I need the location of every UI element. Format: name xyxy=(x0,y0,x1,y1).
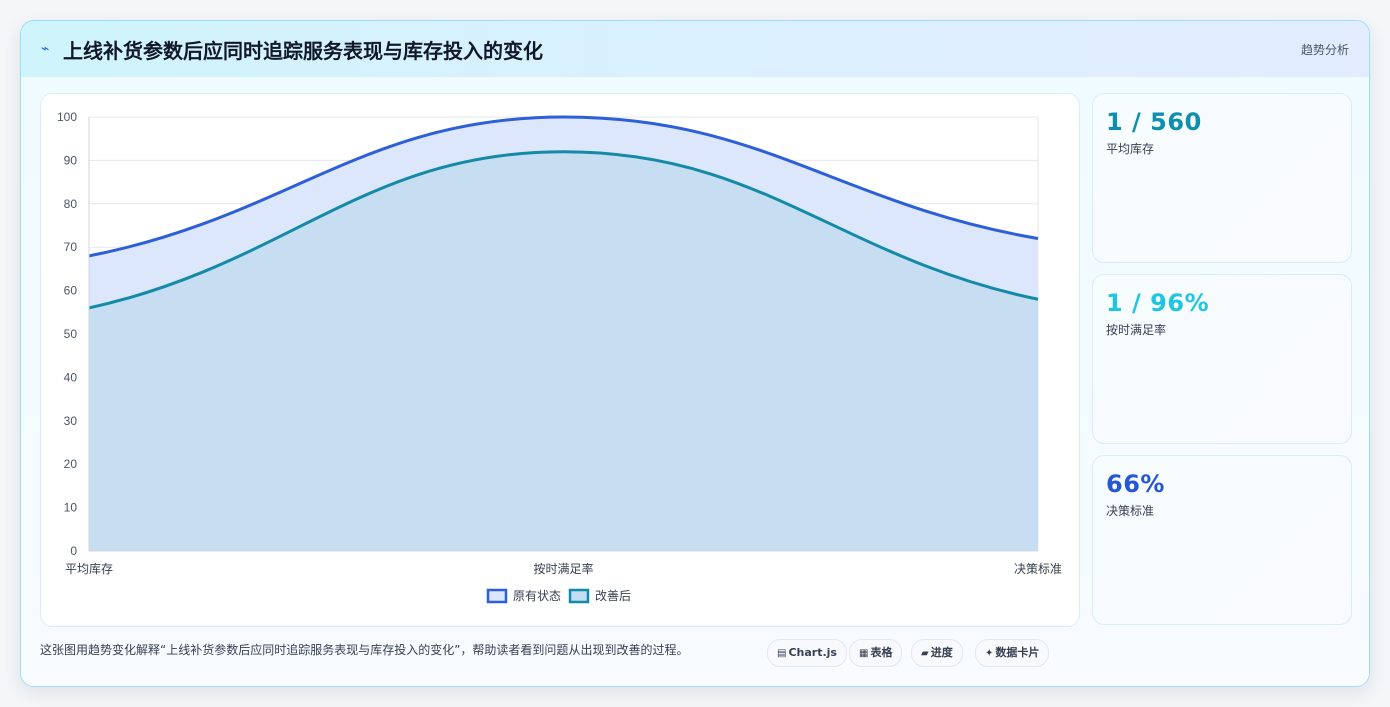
chip-label: 进度 xyxy=(930,646,953,659)
kpi-label: 按时满足率 xyxy=(1106,323,1167,337)
kpi-value: 66% xyxy=(1106,470,1165,498)
page-title: 上线补货参数后应同时追踪服务表现与库存投入的变化 xyxy=(63,39,543,63)
chip-data-card[interactable]: ✦ 数据卡片 xyxy=(975,639,1050,667)
progress-icon: ▰ xyxy=(921,648,929,659)
y-tick-label: 40 xyxy=(64,370,78,384)
chip-progress[interactable]: ▰ 进度 xyxy=(911,639,963,667)
header-tag: 趋势分析 xyxy=(1300,43,1349,57)
kpi-card-inventory: 1 / 560 平均库存 xyxy=(1092,93,1352,263)
chip-label: Chart.js xyxy=(788,646,837,659)
x-tick-label: 按时满足率 xyxy=(533,561,593,576)
kpi-label: 平均库存 xyxy=(1106,142,1155,156)
card-header: ⌁ 上线补货参数后应同时追踪服务表现与库存投入的变化 趋势分析 xyxy=(21,21,1369,77)
legend-label: 原有状态 xyxy=(513,589,561,603)
legend-swatch xyxy=(486,588,508,604)
chip-label: 数据卡片 xyxy=(995,646,1040,659)
x-tick-label: 决策标准 xyxy=(1014,562,1062,576)
chart-caption: 这张图用趋势变化解释“上线补货参数后应同时追踪服务表现与库存投入的变化”，帮助读… xyxy=(40,643,689,657)
series-area xyxy=(89,151,1038,551)
kpi-value: 1 / 96% xyxy=(1106,289,1210,317)
chart-panel: 0 10 20 30 40 50 60 70 80 90 100 平均库存 按时满足率 决策标准原有状态 改… xyxy=(40,93,1080,627)
y-tick-label: 80 xyxy=(64,197,78,211)
kpi-card-decision: 66% 决策标准 xyxy=(1092,455,1352,625)
y-tick-label: 50 xyxy=(64,327,78,341)
y-tick-label: 20 xyxy=(64,457,78,471)
legend-label: 改善后 xyxy=(595,588,631,603)
chip-label: 表格 xyxy=(870,646,893,659)
chip-table[interactable]: ▦ 表格 xyxy=(849,639,903,667)
chart-icon: ▤ xyxy=(777,648,787,659)
y-tick-label: 10 xyxy=(64,501,78,515)
card-icon: ✦ xyxy=(985,648,994,659)
kpi-label: 决策标准 xyxy=(1106,504,1155,518)
y-tick-label: 30 xyxy=(64,414,78,428)
table-icon: ▦ xyxy=(859,648,869,659)
kpi-card-fill-rate: 1 / 96% 按时满足率 xyxy=(1092,274,1352,444)
series-line xyxy=(88,115,1039,258)
chip-chartjs[interactable]: ▤ Chart.js xyxy=(767,639,847,667)
y-tick-label: 0 xyxy=(70,544,77,558)
series-line xyxy=(88,150,1039,310)
y-tick-label: 60 xyxy=(64,284,78,298)
kpi-value: 1 / 560 xyxy=(1106,108,1202,136)
lightning-icon: ⌁ xyxy=(41,41,50,57)
legend-swatch xyxy=(568,588,590,604)
y-tick-label: 70 xyxy=(64,240,78,254)
y-tick-label: 100 xyxy=(57,110,77,124)
y-tick-label: 90 xyxy=(64,153,78,167)
x-tick-label: 平均库存 xyxy=(65,561,113,576)
main-card: ⌁ 上线补货参数后应同时追踪服务表现与库存投入的变化 趋势分析 0 10 20 30 4… xyxy=(20,20,1370,687)
